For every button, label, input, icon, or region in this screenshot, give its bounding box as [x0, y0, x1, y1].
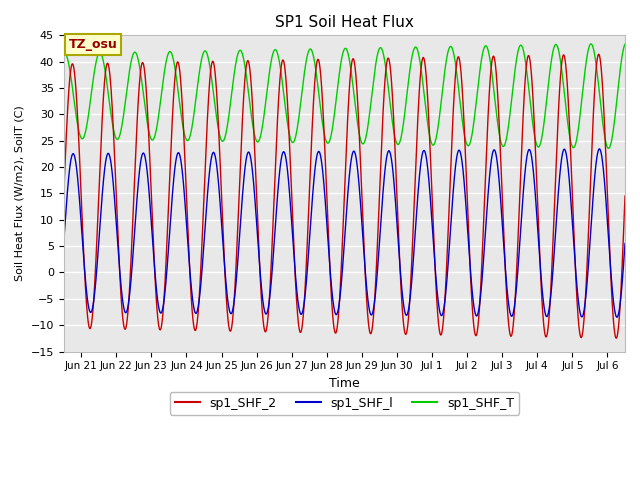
- sp1_SHF_T: [621, 41, 629, 47]
- Line: sp1_SHF_2: sp1_SHF_2: [46, 54, 625, 338]
- sp1_SHF_2: [385, 56, 392, 61]
- Legend: sp1_SHF_2, sp1_SHF_l, sp1_SHF_T: sp1_SHF_2, sp1_SHF_l, sp1_SHF_T: [170, 392, 519, 415]
- sp1_SHF_2: [252, 171, 260, 177]
- sp1_SHF_2: [72, 77, 79, 83]
- sp1_SHF_l: [252, 207, 260, 213]
- sp1_SHF_T: [252, 136, 260, 142]
- sp1_SHF_2: [502, 285, 510, 290]
- Line: sp1_SHF_T: sp1_SHF_T: [46, 44, 625, 148]
- sp1_SHF_T: [385, 88, 392, 94]
- sp1_SHF_l: [502, 276, 510, 282]
- sp1_SHF_2: [42, 193, 50, 199]
- sp1_SHF_l: [621, 240, 629, 246]
- Text: TZ_osu: TZ_osu: [69, 38, 118, 51]
- sp1_SHF_2: [595, 51, 602, 57]
- sp1_SHF_l: [410, 249, 418, 255]
- Line: sp1_SHF_l: sp1_SHF_l: [46, 149, 625, 317]
- sp1_SHF_2: [410, 208, 418, 214]
- sp1_SHF_T: [472, 108, 479, 114]
- Title: SP1 Soil Heat Flux: SP1 Soil Heat Flux: [275, 15, 414, 30]
- sp1_SHF_l: [596, 146, 604, 152]
- sp1_SHF_2: [472, 332, 479, 337]
- sp1_SHF_l: [472, 311, 479, 316]
- sp1_SHF_l: [72, 156, 79, 162]
- sp1_SHF_2: [621, 193, 629, 199]
- X-axis label: Time: Time: [329, 377, 360, 390]
- sp1_SHF_T: [42, 134, 50, 140]
- sp1_SHF_T: [605, 145, 612, 151]
- Y-axis label: Soil Heat Flux (W/m2), SoilT (C): Soil Heat Flux (W/m2), SoilT (C): [15, 106, 25, 281]
- sp1_SHF_T: [587, 41, 595, 47]
- sp1_SHF_T: [72, 106, 79, 112]
- sp1_SHF_l: [42, 220, 50, 226]
- sp1_SHF_l: [385, 148, 392, 154]
- sp1_SHF_T: [410, 47, 418, 52]
- sp1_SHF_T: [502, 137, 510, 143]
- sp1_SHF_l: [613, 314, 621, 320]
- sp1_SHF_2: [612, 336, 620, 341]
